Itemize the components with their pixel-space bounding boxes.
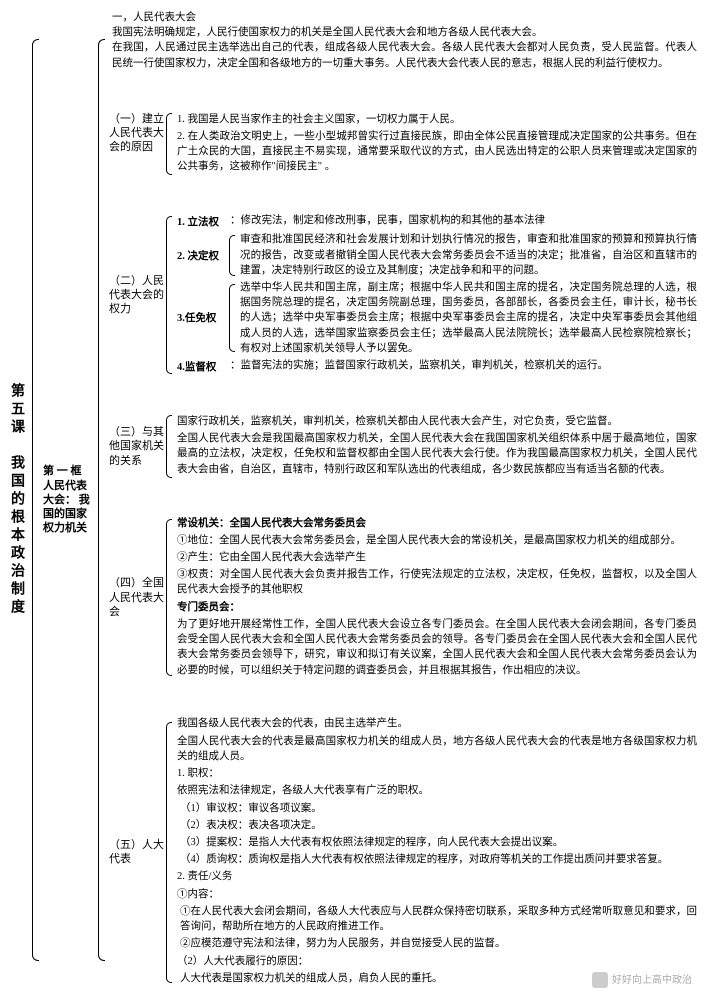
watermark: 好好向上高中政治 [592, 972, 692, 988]
section-2: （二）人民代表大会的权力 1. 立法权 ：修改宪法，制定和修改刑事，民事，国家机… [109, 213, 697, 377]
s5-p0b: 全国人民代表大会的代表是最高国家权力机关的组成人员，地方各级人民代表大会的代表是… [177, 734, 697, 764]
bracket-s2 [164, 213, 174, 377]
s1-p1: 1. 我国是人民当家作主的社会主义国家，一切权力属于人民。 [177, 112, 697, 127]
section-3: （三）与其他国家机关的关系 国家行政机关，监察机关，审判机关，检察机关都由人民代… [109, 414, 697, 479]
intro-p2: 在我国，人民通过民主选举选出自己的代表，组成各级人民代表大会。各级人民代表大会都… [109, 40, 697, 70]
section-5: （五）人大代表 我国各级人民代表大会的代表，由民主选举产生。 全国人民代表大会的… [109, 716, 697, 988]
bracket-s5 [164, 716, 174, 988]
s2-p2: 审查和批准国民经济和社会发展计划和计划执行情况的报告，审查和批准国家的预算和预算… [237, 232, 697, 278]
section-2-body: 1. 立法权 ：修改宪法，制定和修改刑事，民事，国家机构的和其他的基本法律 2.… [174, 213, 697, 377]
bracket-s4 [164, 516, 174, 680]
main-title: 第五课 我国的根本政治制度 [6, 383, 27, 617]
s5-li2: （2）表决权：表决各项决定。 [177, 818, 697, 833]
s5-li4: （4）质询权：质询权是指人大代表有权依照法律规定的程序，对政府等机关的工作提出质… [177, 852, 697, 867]
s2-row-3: 3.任免权 选举中华人民共和国主席，副主席；根据中华人民共和国主席的提名，决定国… [177, 280, 697, 356]
bracket-level-0 [29, 10, 41, 990]
section-1: （一）建立人民代表大会的原因 1. 我国是人民当家作主的社会主义国家，一切权力属… [109, 112, 697, 177]
s4-li1: ①地位：全国人民代表大会常务委员会，是全国人民代表大会的常设机关，是最高国家权力… [177, 533, 697, 548]
section-4: （四）全国人民代表大会 常设机关：全国人民代表大会常务委员会 ①地位：全国人民代… [109, 516, 697, 680]
s5-p0a: 我国各级人民代表大会的代表，由民主选举产生。 [177, 716, 697, 731]
s2-row-4: 4.监督权 ：监督宪法的实施；监督国家行政机关，监察机关，审判机关，检察机关的运… [177, 358, 697, 375]
s3-p2: 全国人民代表大会是我国最高国家权力机关，全国人民代表大会在我国国家机关组织体系中… [177, 431, 697, 477]
section-5-label: （五）人大代表 [109, 838, 164, 867]
section-1-label: （一）建立人民代表大会的原因 [109, 112, 164, 177]
s1-p2: 2. 在人类政治文明史上，一些小型城邦曾实行过直接民族，即由全体公民直接管理成决… [177, 129, 697, 175]
s3-p1: 国家行政机关，监察机关，审判机关，检察机关都由人民代表大会产生，对它负责，受它监… [177, 414, 697, 429]
section-3-label: （三）与其他国家机关的关系 [109, 425, 164, 468]
s2-row-2: 2. 决定权 审查和批准国民经济和社会发展计划和计划执行情况的报告，审查和批准国… [177, 232, 697, 278]
s2-p1: ：修改宪法，制定和修改刑事，民事，国家机构的和其他的基本法律 [227, 213, 697, 228]
intro-p1: 我国宪法明确规定，人民行使国家权力的机关是全国人民代表大会和地方各级人民代表大会… [109, 25, 697, 40]
s5-li3: （3）提案权：是指人大代表有权依照法律规定的程序，向人民代表大会提出议案。 [177, 835, 697, 850]
frame-title: 第 一 框 人民代表大会： 我国的国家权力机关 [43, 464, 93, 535]
s4-li2: ②产生：它由全国人民代表大会选举产生 [177, 550, 697, 565]
section-4-body: 常设机关：全国人民代表大会常务委员会 ①地位：全国人民代表大会常务委员会，是全国… [174, 516, 697, 680]
s5-h2: 2. 责任/义务 [177, 869, 697, 884]
s2-p2-label: 2. 决定权 [177, 247, 227, 264]
s4-li3: ③权责：对全国人民代表大会负责并报告工作，行使宪法规定的立法权，决定权，任免权，… [177, 567, 697, 597]
s2-row-1: 1. 立法权 ：修改宪法，制定和修改刑事，民事，国家机构的和其他的基本法律 [177, 213, 697, 230]
section-3-body: 国家行政机关，监察机关，审判机关，检察机关都由人民代表大会产生，对它负责，受它监… [174, 414, 697, 479]
s5-d2: ②应模范遵守宪法和法律，努力为人民服务，并自觉接受人民的监督。 [177, 936, 697, 951]
bracket-p2 [227, 232, 237, 278]
s5-h1: 1. 职权： [177, 766, 697, 781]
s5-h2b: （2）人大代表履行的原因： [177, 954, 697, 969]
watermark-icon [592, 972, 608, 988]
s4-committee-body: 为了更好地开展经常性工作，全国人民代表大会设立各专门委员会。在全国人民代表大会闭… [177, 617, 697, 678]
section-5-body: 我国各级人民代表大会的代表，由民主选举产生。 全国人民代表大会的代表是最高国家权… [174, 716, 697, 988]
diagram-root: 第五课 我国的根本政治制度 第 一 框 人民代表大会： 我国的国家权力机关 一，… [0, 0, 707, 1000]
s5-h2a: ①内容： [177, 887, 697, 902]
watermark-text: 好好向上高中政治 [612, 973, 692, 988]
bracket-level-1 [95, 10, 107, 990]
s2-p4: ：监督宪法的实施；监督国家行政机关，监察机关，审判机关，检察机关的运行。 [227, 358, 697, 373]
s4-standing-title: 常设机关：全国人民代表大会常务委员会 [177, 516, 697, 531]
s5-li1: （1）审议权：审议各项议案。 [177, 801, 697, 816]
s4-committee-title: 专门委员会： [177, 600, 697, 615]
section-1-body: 1. 我国是人民当家作主的社会主义国家，一切权力属于人民。 2. 在人类政治文明… [174, 112, 697, 177]
s2-p3-label: 3.任免权 [177, 309, 227, 326]
frame-title-column: 第 一 框 人民代表大会： 我国的国家权力机关 [41, 10, 95, 990]
section-4-label: （四）全国人民代表大会 [109, 576, 164, 619]
bracket-s1 [164, 112, 174, 177]
section-2-label: （二）人民代表大会的权力 [109, 274, 164, 317]
s5-d1: ①在人民代表大会闭会期间，各级人大代表应与人民群众保持密切联系，采取多种方式经常… [177, 904, 697, 934]
intro-section: 一，人民代表大会 我国宪法明确规定，人民行使国家权力的机关是全国人民代表大会和地… [109, 10, 697, 71]
s2-p4-label: 4.监督权 [177, 358, 227, 375]
content-column: 一，人民代表大会 我国宪法明确规定，人民行使国家权力的机关是全国人民代表大会和地… [107, 10, 699, 990]
intro-heading: 一，人民代表大会 [109, 10, 697, 25]
s2-p3: 选举中华人民共和国主席，副主席；根据中华人民共和国主席的提名，决定国务院总理的人… [237, 280, 697, 356]
s2-p1-label: 1. 立法权 [177, 213, 227, 230]
main-title-column: 第五课 我国的根本政治制度 [4, 10, 29, 990]
bracket-p3 [227, 280, 237, 356]
bracket-s3 [164, 414, 174, 479]
s5-h1sub: 依照宪法和法律规定，各级人大代表享有广泛的职权。 [177, 783, 697, 798]
